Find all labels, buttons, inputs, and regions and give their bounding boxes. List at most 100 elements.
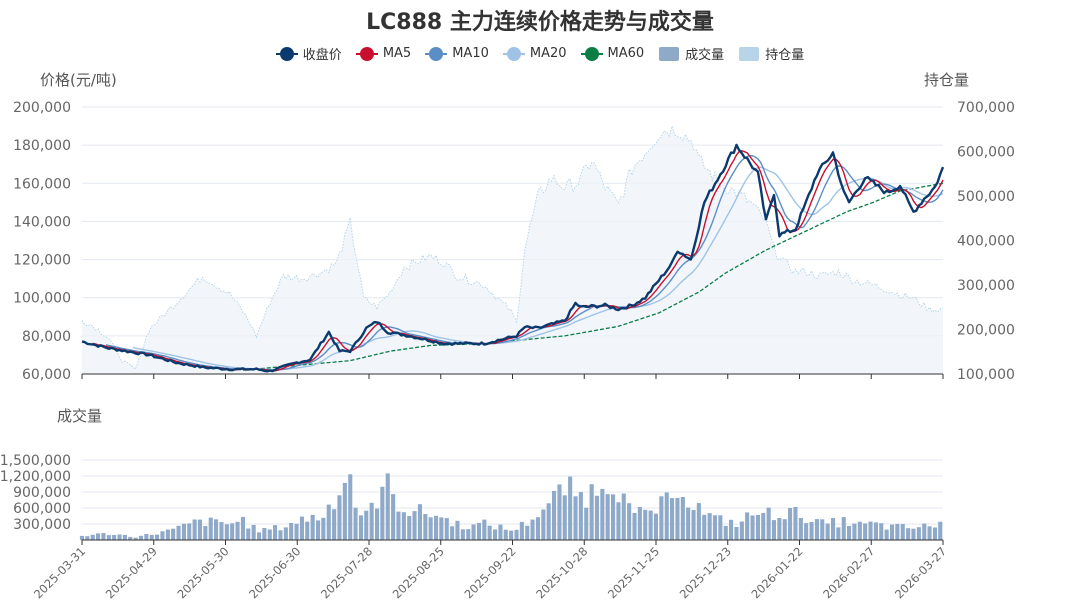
volume-bar	[273, 525, 278, 540]
legend-item-volume[interactable]: 成交量	[658, 44, 724, 63]
volume-bar	[863, 523, 868, 540]
legend-label-ma10: MA10	[452, 46, 489, 61]
volume-bar	[79, 535, 84, 540]
legend-item-ma5[interactable]: MA5	[355, 44, 411, 63]
volume-axis-title: 成交量	[57, 407, 102, 425]
legend-label-volume: 成交量	[685, 48, 725, 63]
volume-bar	[659, 496, 664, 540]
volume-bar	[922, 523, 927, 540]
price-tick-label: 100,000	[13, 291, 71, 307]
volume-bar	[289, 523, 294, 540]
volume-bar	[283, 527, 288, 540]
volume-bar	[648, 510, 653, 540]
volume-bar	[653, 513, 658, 540]
date-tick-label: 2025-11-25	[605, 544, 662, 601]
volume-bar	[734, 527, 739, 540]
volume-bar	[696, 503, 701, 540]
date-tick-label: 2026-01-22	[748, 544, 805, 601]
volume-bar	[197, 519, 202, 540]
volume-bar	[369, 502, 374, 540]
date-tick-label: 2025-09-22	[461, 544, 518, 601]
volume-bar	[525, 525, 530, 540]
legend-item-open_interest[interactable]: 持仓量	[738, 44, 804, 63]
volume-bar	[680, 497, 685, 540]
legend-label-close: 收盘价	[302, 48, 342, 63]
volume-bar	[782, 519, 787, 540]
volume-bar	[192, 519, 197, 540]
oi-tick-label: 200,000	[957, 323, 1015, 339]
volume-bar	[718, 515, 723, 540]
legend-label-ma60: MA60	[607, 46, 645, 61]
volume-bar	[401, 512, 406, 540]
volume-bar	[417, 504, 422, 540]
volume-bar	[257, 532, 262, 540]
legend-label-open_interest: 持仓量	[765, 48, 805, 63]
volume-bar	[514, 529, 519, 540]
date-tick-label: 2025-12-23	[677, 544, 734, 601]
volume-bar	[895, 523, 900, 540]
legend-item-ma10[interactable]: MA10	[425, 44, 489, 63]
volume-bar	[670, 498, 675, 540]
volume-bar	[294, 523, 299, 540]
legend-item-ma60[interactable]: MA60	[580, 44, 645, 63]
volume-bar	[165, 529, 170, 540]
volume-bar	[627, 503, 632, 540]
volume-bar	[600, 488, 605, 540]
volume-bar	[916, 527, 921, 540]
volume-bar	[391, 494, 396, 540]
volume-bar	[702, 514, 707, 540]
volume-bar	[155, 534, 160, 540]
volume-tick-label: 300,000	[13, 517, 71, 533]
volume-bar	[562, 495, 567, 540]
volume-bar	[455, 520, 460, 540]
volume-bar	[911, 528, 916, 540]
oi-tick-label: 100,000	[957, 367, 1015, 383]
volume-bar	[637, 507, 642, 540]
volume-bar	[498, 524, 503, 540]
volume-bar	[112, 535, 117, 540]
volume-bar	[841, 517, 846, 540]
volume-bar	[171, 528, 176, 540]
volume-bar	[616, 502, 621, 540]
volume-bar	[364, 510, 369, 540]
volume-bar	[621, 493, 626, 540]
volume-bar	[739, 521, 744, 540]
ma60-line	[242, 182, 944, 371]
volume-bar	[337, 495, 342, 540]
volume-bar	[385, 473, 390, 540]
volume-bar	[809, 522, 814, 540]
volume-bar	[857, 521, 862, 540]
oi-tick-label: 300,000	[957, 278, 1015, 294]
volume-bar	[138, 535, 143, 540]
volume-bar	[380, 486, 385, 540]
volume-bar	[482, 519, 487, 540]
date-tick-label: 2026-02-27	[820, 544, 877, 601]
oi-axis-title: 持仓量	[924, 71, 969, 89]
volume-bar	[96, 533, 101, 540]
legend-item-close[interactable]: 收盘价	[275, 44, 342, 63]
legend-swatch-ma5	[355, 46, 378, 61]
volume-bar	[873, 522, 878, 540]
volume-bar	[820, 519, 825, 540]
volume-bar	[310, 514, 315, 540]
volume-bar	[487, 525, 492, 540]
volume-bar	[503, 529, 508, 540]
legend-item-ma20[interactable]: MA20	[502, 44, 567, 63]
open-interest-area	[82, 126, 943, 374]
volume-bar	[439, 517, 444, 540]
volume-bar	[798, 518, 803, 540]
volume-bar	[643, 509, 648, 540]
volume-bar	[358, 515, 363, 540]
volume-bar	[535, 517, 540, 540]
volume-bar	[348, 474, 353, 540]
volume-bar	[160, 531, 165, 540]
date-tick-label: 2025-03-31	[31, 544, 88, 601]
volume-bar	[847, 525, 852, 540]
volume-bar	[181, 523, 186, 540]
volume-bar	[927, 526, 932, 540]
volume-bar	[90, 534, 95, 540]
volume-bar	[149, 534, 154, 540]
price-tick-label: 140,000	[13, 214, 71, 230]
volume-bar	[729, 519, 734, 540]
